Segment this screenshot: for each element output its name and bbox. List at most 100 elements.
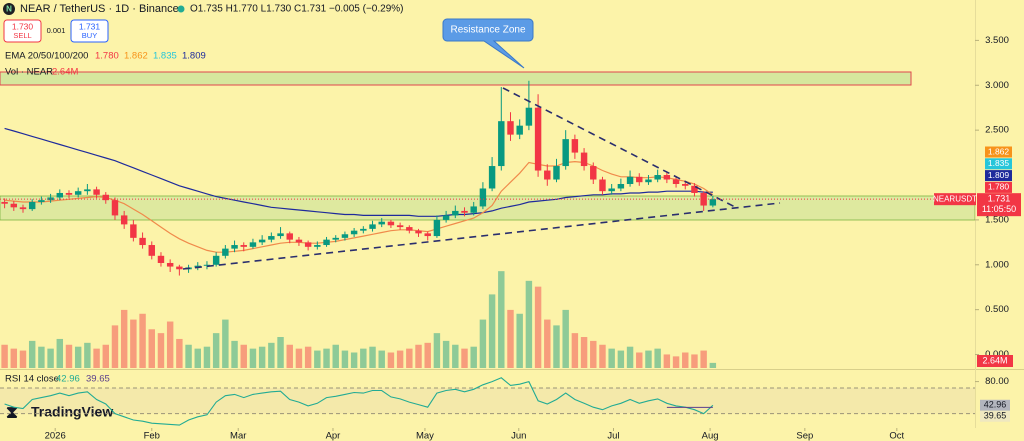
volume-bar <box>599 344 606 368</box>
candle-body <box>452 210 459 216</box>
candle-body <box>544 170 551 180</box>
candle-body <box>608 188 615 192</box>
volume-bar <box>139 313 146 368</box>
volume-bar <box>470 346 477 368</box>
buy-price: 1.731 <box>79 21 101 31</box>
zones <box>0 71 976 221</box>
candle-body <box>479 188 487 207</box>
volume-bar <box>433 333 441 368</box>
volume-bar <box>130 319 137 368</box>
candle-body <box>19 207 27 210</box>
volume-bar <box>157 333 165 368</box>
resistance-zone <box>0 71 912 86</box>
rsi-line <box>4 377 714 426</box>
candle-body <box>10 203 18 208</box>
candle-body <box>461 210 468 213</box>
brand-name: TradingView <box>31 404 113 420</box>
candle-body <box>369 224 376 229</box>
volume-bar <box>176 338 183 368</box>
volume-bar <box>406 348 413 368</box>
rsi-tag <box>980 399 1010 411</box>
symbol-logo-letter: N <box>6 5 12 14</box>
volume-bar <box>74 346 82 368</box>
candle-body <box>323 239 330 246</box>
candle-body <box>617 184 625 189</box>
annotation: Resistance Zone <box>442 18 534 69</box>
candle-body <box>360 228 367 231</box>
candle-body <box>38 200 45 202</box>
volume-bar <box>19 350 27 368</box>
volume-bar <box>488 294 496 368</box>
volume-bar <box>590 340 597 368</box>
volume-bar <box>231 340 238 368</box>
candle-body <box>350 230 358 235</box>
candle-body <box>700 192 707 206</box>
volume-bar <box>286 344 293 368</box>
annotation-text: Resistance Zone <box>450 25 525 36</box>
candle-body <box>553 166 560 180</box>
candle-body <box>442 215 450 220</box>
rsi-ma-tag <box>980 410 1010 422</box>
candle-body <box>516 125 523 135</box>
volume-bar <box>120 309 128 368</box>
volume-bar <box>553 325 560 368</box>
volume-bar <box>709 362 717 368</box>
volume-bar <box>452 344 459 368</box>
candle-body <box>470 206 477 213</box>
y-tick-label: 0.000 <box>985 349 1009 360</box>
plot <box>1 80 717 368</box>
support-zone <box>0 195 976 221</box>
ema-legend-value: 1.809 <box>182 51 206 62</box>
spread: 0.001 <box>47 26 66 35</box>
volume-bar <box>682 352 689 368</box>
volume-bar <box>672 356 680 368</box>
volume-tag-text: 2.64M <box>982 355 1007 365</box>
last-price-value: 1.731 <box>988 194 1011 204</box>
ema-legend-label: EMA 20/50/100/200 <box>5 51 88 62</box>
buy-button[interactable] <box>70 19 109 43</box>
ema-tag <box>985 146 1012 158</box>
ohlc-text: O1.735 H1.770 L1.730 C1.731 −0.005 (−0.2… <box>190 4 404 15</box>
candle-body <box>166 262 174 267</box>
volume-bar <box>663 354 671 368</box>
volume-bar <box>166 321 174 368</box>
candle-body <box>378 221 385 225</box>
last-price-tag <box>977 193 1021 217</box>
x-tick-label: Jul <box>607 431 619 441</box>
ema-tag <box>985 158 1012 170</box>
candle-body <box>277 233 284 237</box>
rsi-legend-value: 42.96 <box>56 374 80 385</box>
volume-bar <box>323 348 330 368</box>
candle-body <box>47 197 54 201</box>
candle-body <box>130 224 137 238</box>
y-tick-label: 1.000 <box>985 259 1009 270</box>
volume-bar <box>369 346 376 368</box>
candle-body <box>157 255 165 263</box>
x-tick-label: Sep <box>796 431 813 441</box>
candle-body <box>231 245 238 249</box>
candle-body <box>28 201 36 210</box>
candle-body <box>1 201 8 204</box>
candle-body <box>599 179 606 192</box>
x-tick-label: Jun <box>511 431 526 441</box>
rsi-band <box>0 387 975 414</box>
volume-bar <box>304 346 312 368</box>
volume-legend-value: 2.64M <box>52 67 78 78</box>
y-tick-label: 3.500 <box>985 35 1009 46</box>
candle-body <box>387 221 395 226</box>
candle-body <box>562 139 569 167</box>
volume-bar <box>396 350 404 368</box>
candle-body <box>571 139 579 153</box>
y-tick-label: 0.500 <box>985 304 1009 315</box>
candle-body <box>396 225 404 228</box>
symbol-tag-text: NEARUSDT <box>933 194 977 203</box>
volume-bar <box>525 280 533 368</box>
ema-tag <box>985 181 1012 193</box>
candle-body <box>222 248 229 256</box>
volume-bar <box>277 337 284 368</box>
volume-bar <box>626 346 634 368</box>
volume-bar <box>65 344 73 368</box>
volume-bar <box>562 309 569 368</box>
candle-body <box>498 121 505 167</box>
sell-button[interactable] <box>3 19 42 43</box>
